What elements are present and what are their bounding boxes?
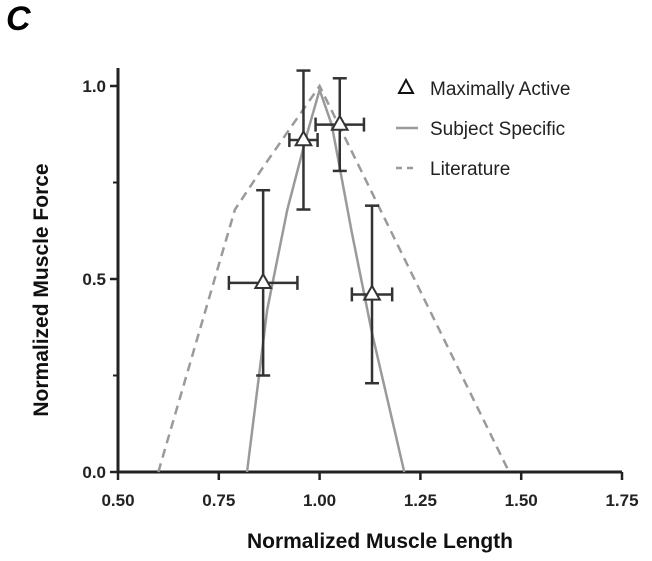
x-tick-label: 1.00	[303, 491, 336, 510]
legend-label: Subject Specific	[430, 119, 565, 140]
x-tick-label: 1.75	[605, 491, 638, 510]
triangle-marker	[253, 272, 273, 290]
ticks: 0.50 0.75 1.00 1.25 1.50 1.75 0.0 0.5 1.0	[82, 77, 638, 510]
panel-label: C	[6, 0, 31, 38]
literature-line	[157, 83, 511, 473]
y-tick-label: 1.0	[82, 77, 106, 96]
data-point	[314, 77, 366, 173]
x-tick-label: 0.50	[101, 491, 134, 510]
legend: Maximally Active Subject Specific Literatu…	[396, 77, 570, 180]
data-point	[288, 69, 319, 211]
x-axis-title: Normalized Muscle Length	[247, 530, 513, 553]
data-points	[227, 69, 394, 385]
legend-triangle-marker	[397, 77, 415, 94]
y-tick-label: 0.5	[82, 270, 106, 289]
y-tick-label: 0.0	[82, 463, 106, 482]
legend-item: Maximally Active	[397, 77, 570, 100]
triangle-marker	[293, 129, 313, 147]
legend-label: Maximally Active	[430, 79, 570, 100]
data-point	[227, 188, 299, 377]
triangle-marker	[362, 283, 382, 301]
triangle-marker	[330, 113, 350, 131]
subject-specific-line	[245, 85, 406, 473]
y-axis-title: Normalized Muscle Force	[30, 163, 53, 416]
x-tick-label: 1.25	[404, 491, 437, 510]
x-tick-label: 1.50	[505, 491, 538, 510]
legend-label: Literature	[430, 159, 510, 180]
x-tick-label: 0.75	[202, 491, 235, 510]
series-lines	[157, 83, 511, 473]
axes	[116, 68, 622, 474]
legend-item: Subject Specific	[396, 119, 565, 140]
legend-item: Literature	[396, 159, 510, 180]
data-point	[350, 204, 394, 385]
